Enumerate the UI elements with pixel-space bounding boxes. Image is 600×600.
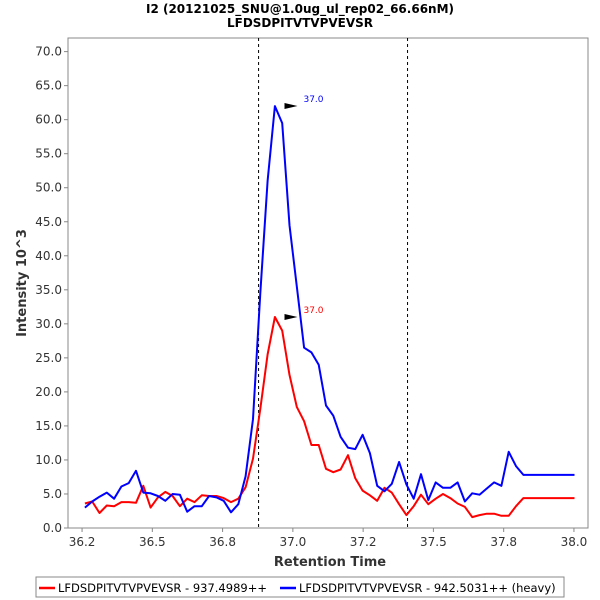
x-tick-label: 37.0 xyxy=(280,535,307,549)
x-tick-label: 38.0 xyxy=(561,535,588,549)
y-axis: 0.0 5.0 10.0 15.0 20.0 25.0 30.0 35.0 40.0 45.0 50… xyxy=(35,45,68,535)
y-tick-label: 30.0 xyxy=(35,317,62,331)
peak-label-heavy: 37.0 xyxy=(303,95,323,105)
y-tick-label: 65.0 xyxy=(35,79,62,93)
y-tick-label: 50.0 xyxy=(35,181,62,195)
x-tick-label: 36.5 xyxy=(139,535,166,549)
x-tick-label: 37.2 xyxy=(350,535,377,549)
series-line-heavy xyxy=(84,105,575,514)
y-tick-label: 10.0 xyxy=(35,453,62,467)
legend-label-light: LFDSDPITVTVPVEVSR - 937.4989++ xyxy=(58,581,267,595)
y-tick-label: 35.0 xyxy=(35,283,62,297)
y-tick-label: 25.0 xyxy=(35,351,62,365)
y-tick-label: 55.0 xyxy=(35,147,62,161)
y-axis-label: Intensity 10^3 xyxy=(15,229,30,337)
y-tick-label: 15.0 xyxy=(35,419,62,433)
y-tick-label: 20.0 xyxy=(35,385,62,399)
x-tick-label: 37.8 xyxy=(490,535,517,549)
integration-boundaries xyxy=(258,38,409,528)
y-tick-label: 40.0 xyxy=(35,249,62,263)
series-line-light xyxy=(84,316,575,519)
x-tick-label: 37.5 xyxy=(420,535,447,549)
y-tick-label: 45.0 xyxy=(35,215,62,229)
peak-label-light: 37.0 xyxy=(303,306,323,316)
plot-area xyxy=(67,37,589,529)
legend-box xyxy=(35,576,565,598)
chart-title: I2 (20121025_SNU@1.0ug_ul_rep02_66.66nM) xyxy=(146,2,454,17)
x-axis: 36.2 36.5 36.8 37.0 37.2 37.5 37.8 38.0 xyxy=(69,528,588,549)
x-tick-label: 36.8 xyxy=(209,535,236,549)
x-tick-label: 36.2 xyxy=(69,535,96,549)
x-axis-label: Retention Time xyxy=(274,555,386,570)
y-tick-label: 0.0 xyxy=(43,521,62,535)
peak-arrow-icon xyxy=(284,314,298,321)
y-tick-label: 5.0 xyxy=(43,487,62,501)
y-tick-label: 60.0 xyxy=(35,113,62,127)
peak-annotations: 37.0 37.0 xyxy=(284,95,324,321)
legend-label-heavy: LFDSDPITVTVPVEVSR - 942.5031++ (heavy) xyxy=(299,581,556,595)
legend: LFDSDPITVTVPVEVSR - 937.4989++ LFDSDPITV… xyxy=(35,576,565,598)
series-group xyxy=(84,105,575,519)
chart-subtitle: LFDSDPITVTVPVEVSR xyxy=(227,16,373,30)
y-tick-label: 70.0 xyxy=(35,45,62,59)
peak-arrow-icon xyxy=(284,103,298,110)
